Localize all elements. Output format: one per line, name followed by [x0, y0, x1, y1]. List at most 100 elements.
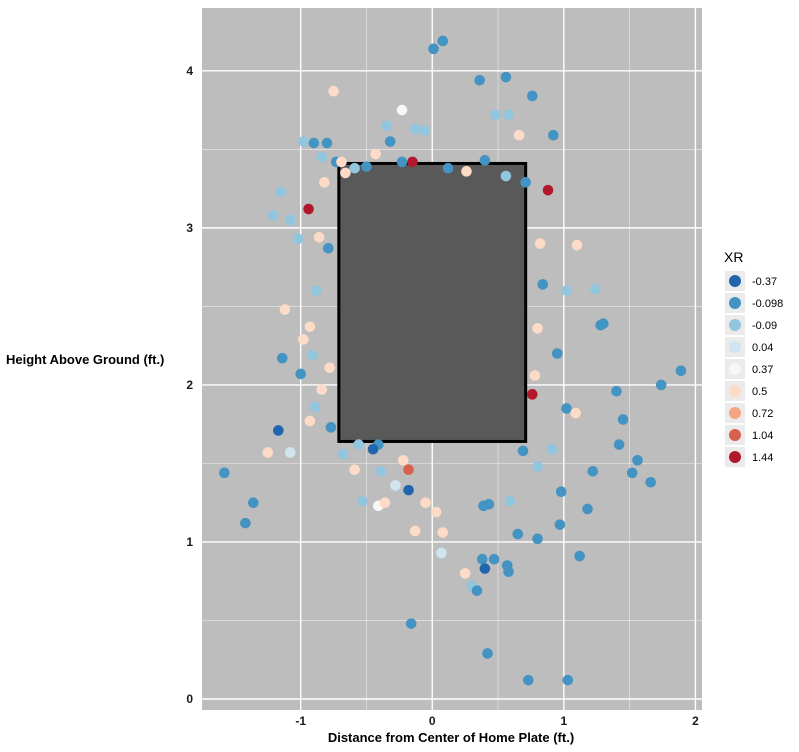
data-point: [655, 379, 667, 391]
data-point: [436, 547, 447, 559]
data-point: [367, 444, 379, 455]
legend-label: -0.09: [752, 320, 777, 332]
data-point: [273, 425, 284, 436]
data-point: [626, 467, 638, 479]
data-point: [482, 648, 493, 659]
data-point: [517, 445, 529, 457]
data-point: [396, 104, 408, 116]
legend-swatch: [729, 451, 741, 463]
data-point: [574, 550, 585, 562]
data-point: [304, 321, 316, 333]
data-point: [590, 283, 601, 295]
legend-label: 0.5: [752, 386, 767, 398]
legend-swatch: [729, 275, 741, 287]
data-point: [276, 352, 288, 364]
data-point: [337, 448, 349, 460]
data-point: [298, 334, 309, 345]
legend-label: 0.37: [752, 364, 773, 376]
legend-swatch: [729, 319, 741, 331]
data-point: [403, 464, 414, 476]
data-point: [403, 484, 414, 496]
legend-swatch: [729, 297, 741, 309]
data-point: [323, 242, 334, 254]
data-point: [336, 156, 347, 168]
data-point: [490, 109, 501, 121]
data-point: [520, 177, 531, 188]
x-tick-label: 2: [692, 714, 699, 728]
data-point: [561, 285, 572, 296]
data-point: [570, 407, 581, 419]
data-point: [375, 465, 387, 477]
data-point: [262, 447, 274, 458]
data-point: [279, 304, 291, 315]
data-point: [632, 454, 643, 466]
data-point: [503, 109, 514, 121]
data-point: [219, 467, 230, 479]
data-point: [479, 155, 491, 166]
data-point: [405, 618, 417, 629]
data-point: [307, 349, 318, 361]
data-point: [459, 568, 471, 579]
data-point: [611, 385, 622, 397]
data-point: [523, 674, 534, 686]
data-point: [324, 362, 335, 373]
data-point: [512, 528, 524, 540]
strike-zone: [337, 161, 528, 443]
data-point: [349, 464, 360, 476]
legend-swatch: [729, 341, 741, 353]
data-point: [316, 384, 328, 395]
data-point: [319, 177, 330, 188]
data-point: [617, 414, 629, 425]
legend-label: 0.72: [752, 408, 773, 420]
data-point: [562, 674, 574, 686]
data-point: [532, 323, 543, 334]
data-point: [361, 161, 372, 172]
x-tick-label: -1: [295, 714, 306, 728]
y-axis-title: Height Above Ground (ft.): [6, 352, 164, 367]
data-point: [503, 566, 514, 578]
y-tick-label: 2: [186, 378, 193, 392]
y-tick-label: 0: [186, 692, 193, 706]
legend-swatch: [729, 363, 741, 375]
y-tick-label: 3: [186, 221, 193, 235]
data-point: [248, 497, 259, 508]
data-point: [357, 495, 368, 507]
data-point: [284, 214, 296, 226]
legend-label: -0.37: [752, 276, 777, 288]
data-point: [513, 129, 525, 141]
data-point: [526, 389, 538, 400]
x-tick-label: 0: [429, 714, 436, 728]
data-point: [526, 90, 538, 102]
legend-swatch: [729, 385, 741, 397]
legend: XR -0.37 -0.098 -0.09 0.04 0.37 0.5 0.72 1.04 1.…: [724, 249, 783, 467]
data-point: [380, 120, 392, 132]
data-point: [534, 238, 546, 249]
data-point: [295, 368, 306, 380]
data-point: [409, 123, 421, 135]
data-point: [430, 506, 442, 518]
data-point: [529, 370, 541, 381]
data-point: [349, 162, 360, 174]
data-point: [390, 480, 401, 491]
data-point: [398, 454, 409, 466]
x-axis-title: Distance from Center of Home Plate (ft.): [328, 730, 574, 745]
data-point: [613, 439, 625, 450]
data-point: [313, 231, 325, 243]
data-point: [407, 156, 418, 168]
data-point: [504, 495, 516, 507]
legend-title: XR: [724, 249, 743, 265]
data-point: [645, 476, 656, 488]
data-point: [548, 129, 559, 141]
data-point: [240, 517, 251, 529]
data-point: [321, 137, 333, 149]
data-point: [298, 136, 309, 147]
legend-label: 1.44: [752, 452, 773, 464]
data-point: [308, 137, 320, 149]
data-point: [532, 533, 543, 545]
data-point: [582, 503, 593, 515]
legend-swatch: [729, 429, 741, 441]
data-point: [311, 285, 322, 296]
data-point: [476, 553, 488, 565]
data-point: [304, 415, 316, 427]
